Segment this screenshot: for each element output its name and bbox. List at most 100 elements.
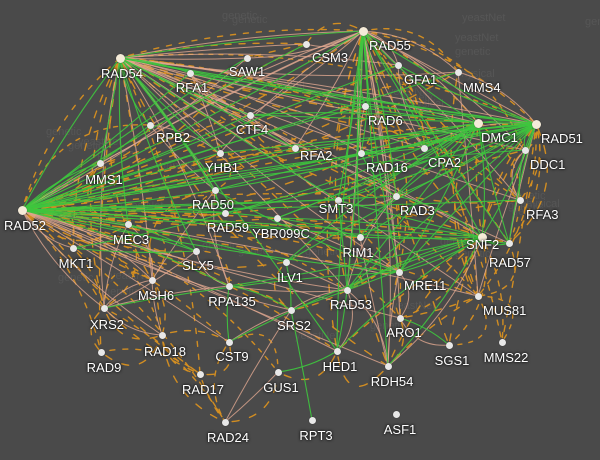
graph-node-rad3[interactable] [392,192,400,200]
edge-yeastNet [228,309,292,343]
graph-node-rfa2[interactable] [291,144,299,152]
edge-physical [119,57,197,252]
node-label-rpb2: RPB2 [156,130,190,145]
graph-node-rad6[interactable] [361,102,369,110]
edge-genetic [119,57,401,319]
edge-yeastNet [103,279,153,309]
edge-physical [518,123,537,201]
edge-physical [21,57,248,211]
graph-node-rad18[interactable] [158,331,166,339]
graph-node-ybr099c[interactable] [273,214,281,222]
edge-physical [21,162,101,211]
graph-node-ctf4[interactable] [246,111,254,119]
edge-physical [359,236,483,240]
graph-node-asf1[interactable] [392,410,400,418]
graph-node-rpt3[interactable] [308,416,316,424]
edge-yeastNet [119,57,366,107]
edge-physical [290,236,483,311]
graph-node-rad24[interactable] [221,418,229,426]
edge-physical [21,152,362,211]
graph-node-mms4[interactable] [454,68,462,76]
edge-yeastNet [189,72,221,154]
graph-node-gus1[interactable] [274,368,282,376]
edge-genetic [362,27,459,73]
node-label-slx5: SLX5 [182,258,214,273]
graph-node-rad54[interactable] [115,53,125,63]
graph-node-gfa1[interactable] [394,61,402,69]
edge-physical [346,30,364,291]
graph-node-cpa2[interactable] [420,144,428,152]
graph-node-mus81[interactable] [474,292,482,300]
graph-node-rdh54[interactable] [384,362,392,370]
graph-node-rad51[interactable] [531,119,541,129]
node-label-mms4: MMS4 [463,80,501,95]
node-label-asf1: ASF1 [383,422,417,437]
graph-node-ilv1[interactable] [282,258,290,266]
node-label-rad59: RAD59 [207,220,249,235]
edge-genetic [224,371,279,423]
edge-genetic [448,295,488,346]
edge-genetic [161,334,201,375]
graph-node-rad9[interactable] [97,348,105,356]
graph-node-mec3[interactable] [124,220,132,228]
edge-physical [360,152,397,197]
graph-node-sgs1[interactable] [445,341,453,349]
graph-node-ddc1[interactable] [521,146,529,154]
graph-node-mms22[interactable] [498,338,506,346]
graph-node-rad17[interactable] [196,370,204,378]
edge-genetic [387,236,483,367]
node-label-mkt1: MKT1 [58,256,94,271]
graph-node-msh6[interactable] [148,276,156,284]
node-label-gus1: GUS1 [263,380,299,395]
node-label-ddc1: DDC1 [530,157,566,172]
edge-genetic [21,124,151,211]
edge-physical [119,57,151,126]
node-label-rad55: RAD55 [369,38,411,53]
graph-node-xrs2[interactable] [100,304,108,312]
graph-node-aro1[interactable] [396,314,404,322]
edge-physical [364,105,537,125]
graph-node-rad57[interactable] [505,239,513,247]
graph-node-rad55[interactable] [358,26,368,36]
graph-node-csm3[interactable] [302,40,310,48]
edge-physical [285,122,479,263]
graph-node-mkt1[interactable] [69,244,77,252]
edge-physical [21,209,230,287]
edge-genetic [475,122,483,238]
graph-node-rad53[interactable] [343,286,351,294]
graph-node-rfa1[interactable] [186,69,194,77]
graph-node-cst9[interactable] [225,338,233,346]
edge-yeastNet [336,289,353,352]
node-label-mus81: MUS81 [483,303,527,318]
graph-node-smt3[interactable] [334,196,342,204]
graph-node-snf2[interactable] [477,232,487,242]
graph-node-rad50[interactable] [211,186,219,194]
graph-node-srs2[interactable] [287,306,295,314]
graph-node-rad52[interactable] [17,205,27,215]
edge-yeastNet [224,309,292,423]
graph-node-saw1[interactable] [243,54,251,62]
graph-node-yhb1[interactable] [216,149,224,157]
graph-node-rim1[interactable] [356,233,364,241]
edge-genetic [119,57,521,201]
node-label-rad24: RAD24 [207,430,249,445]
graph-node-rad59[interactable] [221,209,229,217]
graph-node-rpa135[interactable] [225,282,233,290]
graph-node-mre11[interactable] [395,268,403,276]
edge-physical [21,209,400,273]
node-label-rad53: RAD53 [330,297,372,312]
graph-node-rfa3[interactable] [516,196,524,204]
graph-node-slx5[interactable] [192,247,200,255]
graph-node-hed1[interactable] [333,347,341,355]
edge-physical [127,223,197,252]
edge-physical [226,285,230,343]
graph-node-dmc1[interactable] [473,118,483,128]
graph-node-mms1[interactable] [96,159,104,167]
graph-node-rad16[interactable] [357,149,365,157]
edge-genetic [21,57,121,211]
graph-node-rpb2[interactable] [146,121,154,129]
edge-genetic [481,236,504,343]
edge-physical [21,209,129,225]
